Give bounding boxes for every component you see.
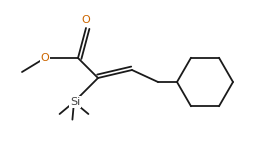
Text: O: O xyxy=(82,15,90,25)
Text: O: O xyxy=(41,53,49,63)
Text: Si: Si xyxy=(70,97,80,107)
